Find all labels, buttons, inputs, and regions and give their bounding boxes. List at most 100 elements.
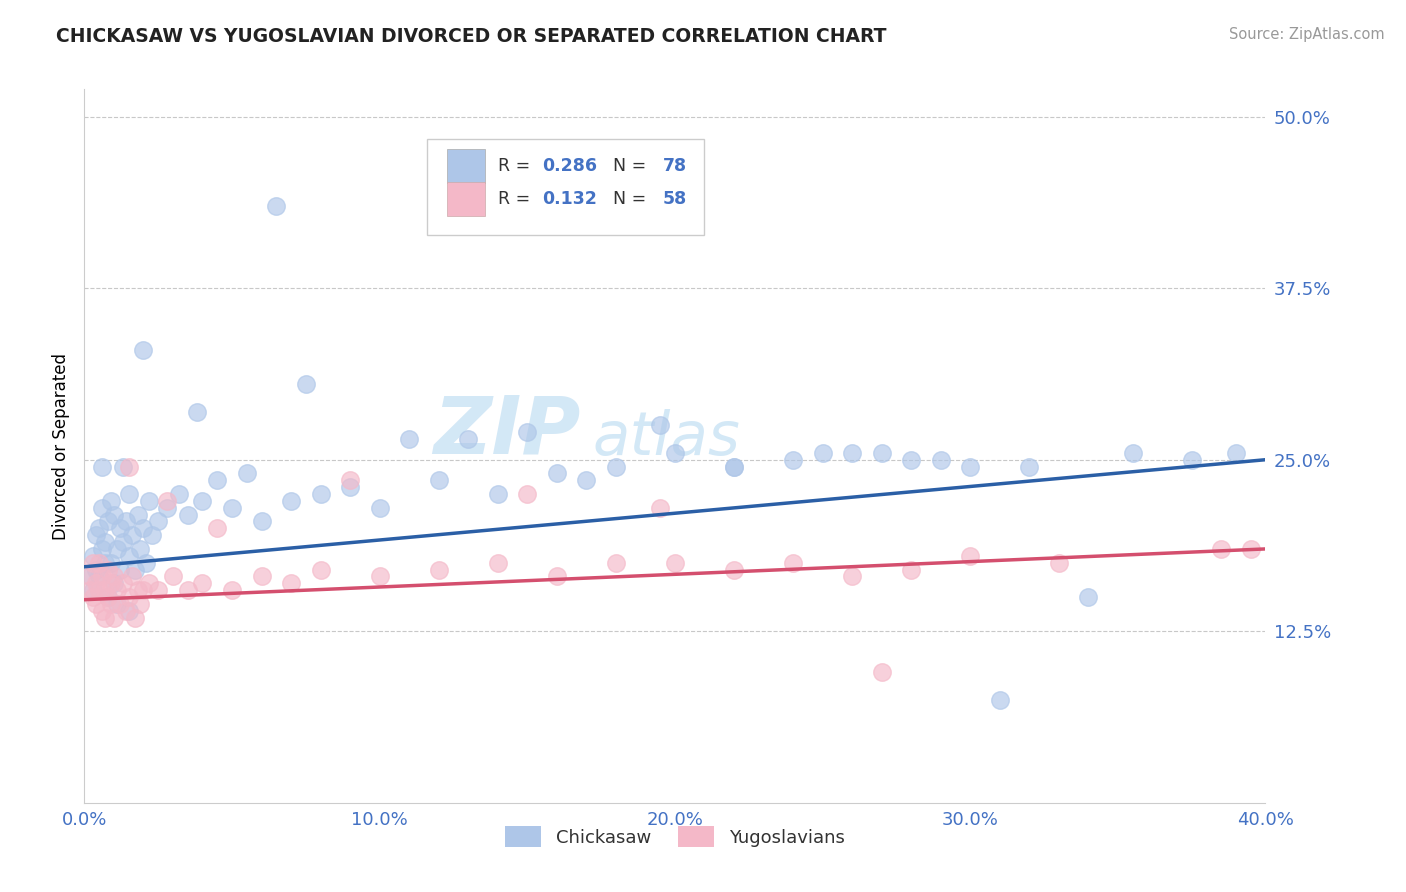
- Point: [339, 480, 361, 494]
- Point: [118, 604, 141, 618]
- Point: [723, 459, 745, 474]
- Point: [207, 521, 229, 535]
- Point: [84, 576, 107, 591]
- Point: [82, 556, 104, 570]
- Point: [782, 556, 804, 570]
- Point: [162, 569, 184, 583]
- Point: [111, 576, 134, 591]
- Point: [97, 515, 120, 529]
- Point: [127, 508, 149, 522]
- Point: [87, 521, 111, 535]
- Point: [900, 562, 922, 576]
- Point: [87, 569, 111, 583]
- Point: [82, 549, 104, 563]
- Point: [280, 576, 302, 591]
- Point: [167, 487, 190, 501]
- Point: [309, 562, 332, 576]
- FancyBboxPatch shape: [447, 182, 485, 216]
- Point: [82, 590, 104, 604]
- Point: [177, 508, 200, 522]
- Point: [97, 562, 120, 576]
- Point: [841, 446, 863, 460]
- Point: [87, 556, 111, 570]
- Point: [546, 569, 568, 583]
- Point: [1225, 446, 1247, 460]
- Point: [156, 494, 179, 508]
- Point: [79, 569, 101, 583]
- Point: [221, 500, 243, 515]
- FancyBboxPatch shape: [447, 149, 485, 184]
- Point: [575, 473, 598, 487]
- Point: [84, 597, 107, 611]
- Text: CHICKASAW VS YUGOSLAVIAN DIVORCED OR SEPARATED CORRELATION CHART: CHICKASAW VS YUGOSLAVIAN DIVORCED OR SEP…: [56, 27, 887, 45]
- Point: [486, 487, 509, 501]
- Text: R =: R =: [498, 157, 536, 175]
- Point: [138, 494, 160, 508]
- Text: N =: N =: [602, 157, 651, 175]
- Point: [516, 487, 538, 501]
- Point: [250, 569, 273, 583]
- Text: 0.132: 0.132: [543, 190, 598, 208]
- Point: [723, 562, 745, 576]
- Point: [870, 446, 893, 460]
- Point: [368, 569, 391, 583]
- Point: [79, 583, 101, 598]
- Point: [79, 569, 101, 583]
- Point: [1122, 446, 1144, 460]
- Point: [280, 494, 302, 508]
- Point: [959, 459, 981, 474]
- Point: [108, 521, 131, 535]
- Point: [103, 576, 125, 591]
- Point: [129, 541, 152, 556]
- Point: [605, 459, 627, 474]
- Point: [127, 583, 149, 598]
- Point: [97, 590, 120, 604]
- Point: [929, 452, 952, 467]
- Point: [82, 583, 104, 598]
- Point: [148, 515, 170, 529]
- Point: [91, 569, 114, 583]
- Point: [1047, 556, 1070, 570]
- Point: [1077, 590, 1099, 604]
- Point: [1240, 541, 1263, 556]
- Point: [959, 549, 981, 563]
- Point: [650, 418, 672, 433]
- Point: [94, 535, 117, 549]
- Point: [91, 541, 114, 556]
- Text: 0.286: 0.286: [543, 157, 598, 175]
- Text: ZIP: ZIP: [433, 392, 581, 471]
- Text: Source: ZipAtlas.com: Source: ZipAtlas.com: [1229, 27, 1385, 42]
- Point: [118, 459, 141, 474]
- Point: [266, 199, 288, 213]
- Point: [186, 405, 208, 419]
- Point: [339, 473, 361, 487]
- Point: [295, 377, 318, 392]
- Text: 78: 78: [664, 157, 688, 175]
- Point: [782, 452, 804, 467]
- Point: [486, 556, 509, 570]
- Point: [94, 610, 117, 624]
- Point: [111, 459, 134, 474]
- Point: [988, 693, 1011, 707]
- Text: atlas: atlas: [592, 409, 740, 468]
- Point: [141, 528, 163, 542]
- Point: [841, 569, 863, 583]
- Point: [368, 500, 391, 515]
- Point: [1181, 452, 1204, 467]
- Point: [121, 569, 143, 583]
- Text: R =: R =: [498, 190, 536, 208]
- Point: [111, 535, 134, 549]
- Point: [103, 508, 125, 522]
- Point: [236, 467, 259, 481]
- Point: [191, 494, 214, 508]
- Point: [97, 590, 120, 604]
- Point: [118, 487, 141, 501]
- Point: [1018, 459, 1040, 474]
- Point: [105, 541, 128, 556]
- Point: [900, 452, 922, 467]
- Point: [1211, 541, 1233, 556]
- Point: [132, 521, 155, 535]
- Point: [105, 597, 128, 611]
- Point: [108, 597, 131, 611]
- Point: [129, 597, 152, 611]
